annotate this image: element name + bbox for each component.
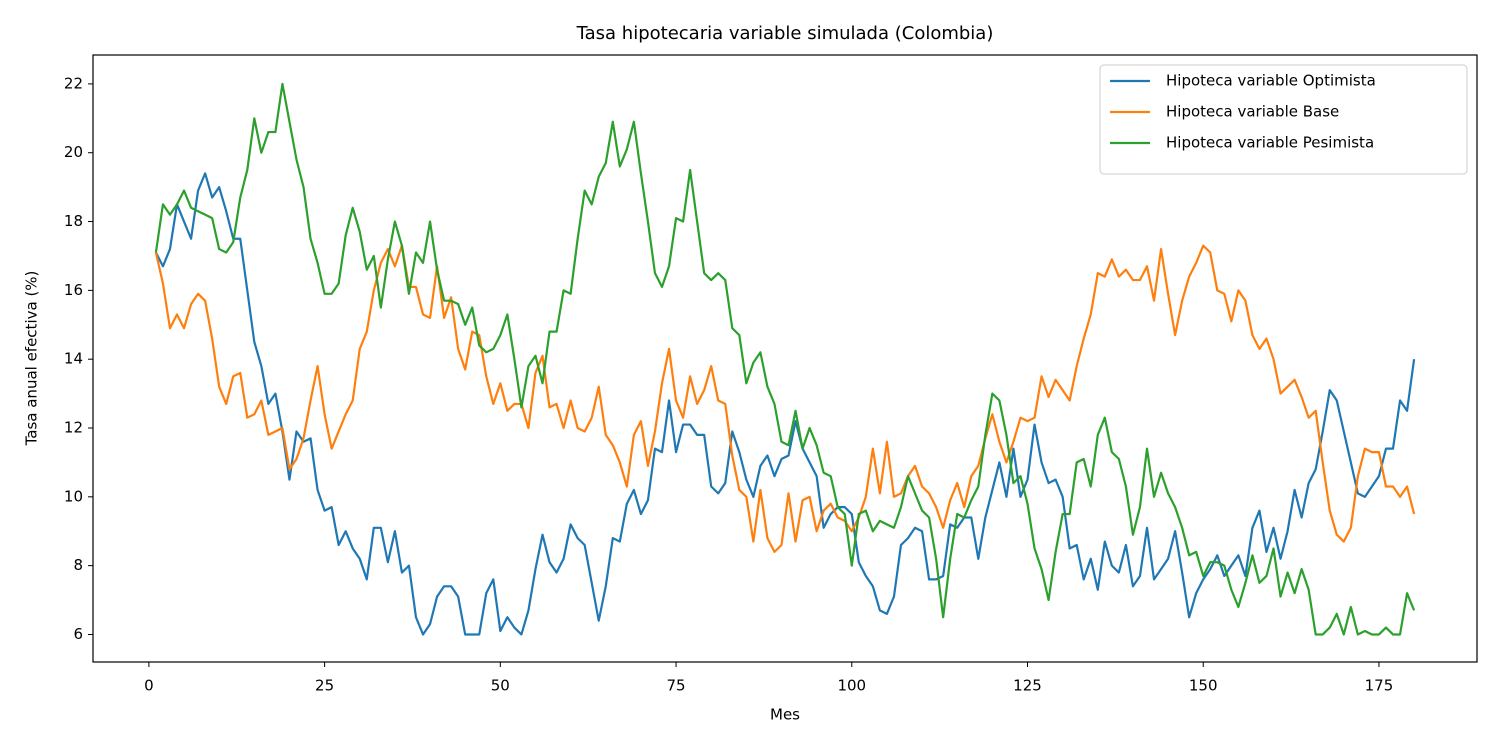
y-tick-label: 20 bbox=[64, 143, 83, 161]
chart-title: Tasa hipotecaria variable simulada (Colo… bbox=[576, 23, 994, 44]
legend-label: Hipoteca variable Optimista bbox=[1166, 72, 1376, 90]
legend-label: Hipoteca variable Pesimista bbox=[1166, 134, 1374, 152]
legend-box bbox=[1099, 64, 1468, 175]
x-tick-label: 175 bbox=[1365, 677, 1394, 695]
x-tick-label: 75 bbox=[667, 677, 686, 695]
y-tick-label: 12 bbox=[64, 419, 83, 437]
x-tick-label: 0 bbox=[144, 677, 154, 695]
series-line bbox=[154, 244, 1416, 553]
x-tick-label: 100 bbox=[837, 677, 866, 695]
x-tick-label: 25 bbox=[315, 677, 334, 695]
y-axis-label: Tasa anual efectiva (%) bbox=[23, 271, 41, 447]
x-tick-label: 50 bbox=[491, 677, 510, 695]
x-tick-label: 150 bbox=[1189, 677, 1218, 695]
y-tick-label: 18 bbox=[64, 212, 83, 230]
y-tick-label: 16 bbox=[64, 281, 83, 299]
legend: Hipoteca variable Optimista Hipoteca vari… bbox=[1099, 64, 1468, 175]
x-tick-label: 125 bbox=[1013, 677, 1042, 695]
y-tick-label: 14 bbox=[64, 350, 83, 368]
series-line bbox=[154, 82, 1416, 636]
y-tick-label: 6 bbox=[73, 625, 83, 643]
series-line bbox=[154, 172, 1416, 636]
y-tick-label: 8 bbox=[73, 556, 83, 574]
y-tick-label: 22 bbox=[64, 74, 83, 92]
y-tick-label: 10 bbox=[64, 487, 83, 505]
x-axis-label: Mes bbox=[770, 706, 800, 724]
legend-label: Hipoteca variable Base bbox=[1166, 103, 1339, 121]
plot-frame bbox=[92, 54, 1478, 663]
